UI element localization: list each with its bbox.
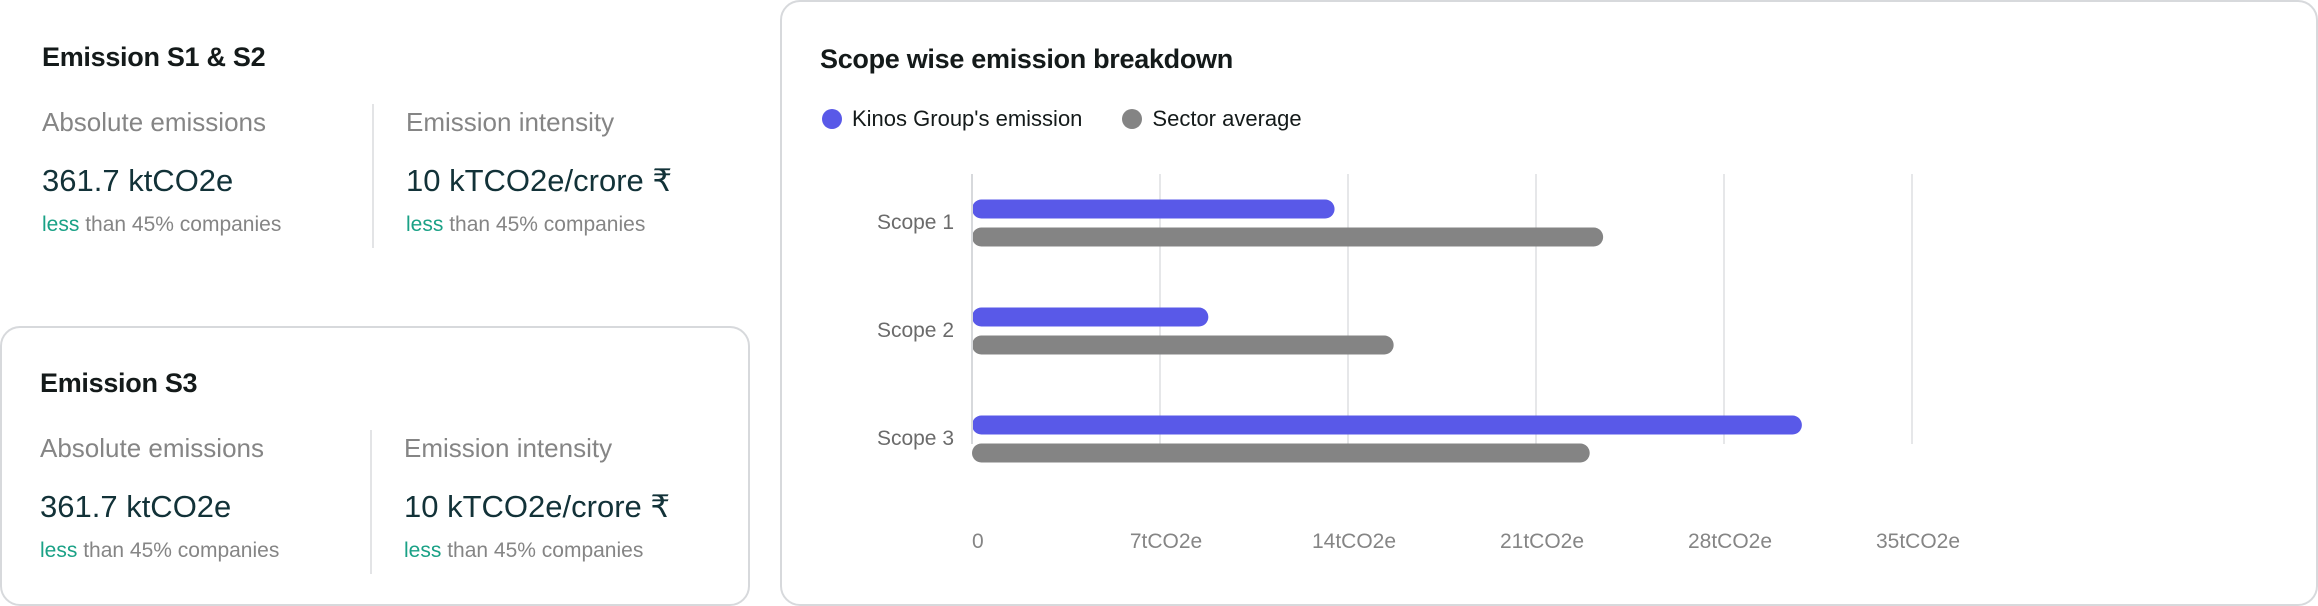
bar-kinos-scope-2[interactable] [972,307,1209,327]
absolute-emissions-metric: Absolute emissions 361.7 ktCO2e less tha… [42,106,382,238]
metric-comparison: less than 45% companies [404,538,744,564]
comparison-highlight: less [42,213,80,236]
metric-comparison: less than 45% companies [42,212,382,238]
metric-comparison: less than 45% companies [40,538,380,564]
comparison-text: than 45% companies [443,213,646,236]
comparison-text: than 45% companies [441,539,644,562]
metric-label: Absolute emissions [42,107,266,137]
card-title: Emission S1 & S2 [42,42,266,72]
metric-divider [370,430,372,574]
comparison-highlight: less [404,539,442,562]
legend-item-kinos: Kinos Group's emission [822,106,1082,132]
legend-swatch [1122,109,1143,129]
legend-swatch [822,109,842,129]
bar-chart: 0 7tCO2e 14tCO2e 21tCO2e 28tCO2e 35tCO2e Scope… [877,174,1960,553]
bar-sector-scope-1[interactable] [972,227,1604,247]
bar-sector-scope-3[interactable] [972,443,1590,463]
legend-item-sector: Sector average [1122,106,1302,132]
scope-breakdown-card: Scope wise emission breakdown Kinos Grou… [780,0,2318,606]
bar-kinos-scope-3[interactable] [972,415,1802,435]
y-category-label: Scope 2 [877,319,954,342]
comparison-highlight: less [406,213,444,236]
metric-label: Emission intensity [406,107,615,137]
chart-title: Scope wise emission breakdown [820,44,1233,74]
metric-divider [372,104,374,248]
legend-label: Kinos Group's emission [852,106,1083,131]
metric-value: 361.7 ktCO2e [42,163,234,198]
comparison-text: than 45% companies [77,539,280,562]
bar-kinos-scope-1[interactable] [972,199,1335,219]
card-title: Emission S3 [40,368,198,398]
x-tick-label: 0 [972,530,984,553]
x-tick-label: 35tCO2e [1876,530,1960,553]
x-tick-label: 7tCO2e [1130,530,1202,553]
metric-value: 10 kTCO2e/crore ₹ [404,489,671,524]
x-tick-label: 21tCO2e [1500,530,1584,553]
emission-intensity-metric: Emission intensity 10 kTCO2e/crore ₹ les… [404,432,744,564]
metric-value: 361.7 ktCO2e [40,489,232,524]
emission-s1s2-card: Emission S1 & S2 Absolute emissions 361.… [0,0,760,300]
comparison-text: than 45% companies [79,213,282,236]
y-category-label: Scope 1 [877,211,954,234]
y-category-label: Scope 3 [877,427,954,450]
metric-comparison: less than 45% companies [406,212,746,238]
metric-label: Absolute emissions [40,433,264,463]
legend-label: Sector average [1152,106,1302,131]
metric-label: Emission intensity [404,433,613,463]
chart-legend: Kinos Group's emission Sector average [822,106,1302,132]
x-tick-label: 28tCO2e [1688,530,1772,553]
comparison-highlight: less [40,539,78,562]
x-tick-label: 14tCO2e [1312,530,1396,553]
bar-sector-scope-2[interactable] [972,335,1394,355]
metric-value: 10 kTCO2e/crore ₹ [406,163,673,198]
emission-intensity-metric: Emission intensity 10 kTCO2e/crore ₹ les… [406,106,746,238]
absolute-emissions-metric: Absolute emissions 361.7 ktCO2e less tha… [40,432,380,564]
emission-s3-card: Emission S3 Absolute emissions 361.7 ktC… [0,326,750,606]
